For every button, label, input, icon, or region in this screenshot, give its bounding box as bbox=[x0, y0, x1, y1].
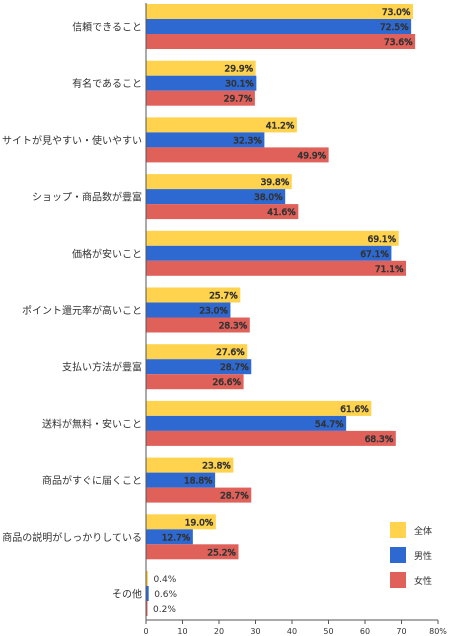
category-label: その他 bbox=[112, 588, 142, 601]
bar-male bbox=[146, 75, 257, 91]
legend-label: 全体 bbox=[414, 525, 432, 537]
legend-swatch-male bbox=[390, 547, 406, 563]
bar-female bbox=[146, 430, 396, 446]
bar-female bbox=[146, 544, 239, 560]
bar-female bbox=[146, 601, 148, 616]
value-label: 39.8% bbox=[261, 178, 290, 188]
category-label: 信頼できること bbox=[72, 22, 142, 34]
value-label: 68.3% bbox=[365, 435, 394, 445]
value-label: 61.6% bbox=[340, 405, 369, 415]
value-label: 23.0% bbox=[199, 307, 228, 317]
value-label: 72.5% bbox=[380, 23, 409, 33]
value-label: 49.9% bbox=[298, 151, 327, 161]
value-label: 23.8% bbox=[202, 462, 231, 472]
legend-label: 女性 bbox=[414, 575, 432, 587]
value-label: 29.7% bbox=[224, 95, 253, 105]
category-label: 価格が安いこと bbox=[72, 247, 142, 260]
value-label: 32.3% bbox=[233, 136, 262, 146]
x-tick-label: 40 bbox=[287, 627, 297, 636]
legend-swatch-female bbox=[390, 572, 406, 588]
bar-all bbox=[146, 4, 413, 19]
bar-all bbox=[146, 457, 234, 473]
bar-male bbox=[146, 529, 193, 545]
value-label: 28.7% bbox=[220, 492, 249, 502]
bar-male bbox=[146, 359, 252, 375]
value-label: 25.7% bbox=[209, 292, 238, 302]
value-label: 30.1% bbox=[225, 80, 254, 90]
category-label: 有名であること bbox=[72, 77, 142, 90]
category-label: 支払い方法が豊富 bbox=[62, 361, 142, 374]
value-label: 28.3% bbox=[219, 322, 248, 332]
x-tick-label: 30 bbox=[250, 627, 260, 636]
bar-all bbox=[146, 117, 297, 133]
bar-all bbox=[146, 400, 372, 416]
category-label: 商品の説明がしっかりしている bbox=[2, 531, 142, 544]
bar-all bbox=[146, 287, 241, 303]
bar-female bbox=[146, 34, 416, 49]
category-label: ショップ・商品数が豊富 bbox=[32, 191, 142, 204]
bar-all bbox=[146, 230, 399, 246]
value-label: 41.2% bbox=[266, 121, 295, 131]
x-tick-label: 20 bbox=[214, 627, 224, 636]
value-label: 26.6% bbox=[212, 378, 241, 388]
legend-label: 男性 bbox=[414, 550, 432, 562]
value-label: 29.9% bbox=[225, 65, 254, 75]
value-label: 54.7% bbox=[315, 420, 344, 430]
category-label: サイトが見やすい・使いやすい bbox=[2, 134, 142, 147]
bar-male bbox=[146, 245, 392, 261]
bar-female bbox=[146, 147, 329, 163]
bar-male bbox=[146, 302, 231, 318]
value-label: 38.0% bbox=[254, 193, 283, 203]
bar-all bbox=[146, 571, 148, 586]
bar-male bbox=[146, 472, 216, 488]
category-label: 商品がすぐに届くこと bbox=[42, 474, 142, 487]
value-label: 12.7% bbox=[162, 533, 191, 543]
bar-female bbox=[146, 374, 244, 390]
value-label: 25.2% bbox=[207, 548, 236, 558]
x-tick-label: 70 bbox=[396, 627, 406, 636]
legend-swatch-all bbox=[390, 522, 406, 538]
bar-female bbox=[146, 317, 250, 333]
bar-female bbox=[146, 260, 407, 276]
value-label: 28.7% bbox=[220, 363, 249, 373]
value-label: 18.8% bbox=[184, 477, 213, 487]
value-label: 71.1% bbox=[375, 265, 404, 275]
bar-female bbox=[146, 90, 255, 106]
bar-male bbox=[146, 189, 286, 205]
value-label: 41.6% bbox=[267, 208, 296, 218]
bar-male bbox=[146, 415, 347, 431]
bar-male bbox=[146, 586, 149, 601]
value-label: 73.0% bbox=[382, 8, 411, 18]
value-label: 0.6% bbox=[154, 590, 177, 600]
bar-all bbox=[146, 174, 292, 190]
bar-all bbox=[146, 514, 216, 530]
x-tick-label: 80% bbox=[429, 627, 447, 636]
value-label: 67.1% bbox=[360, 250, 389, 260]
bar-all bbox=[146, 60, 256, 76]
value-label: 27.6% bbox=[216, 348, 245, 358]
value-label: 19.0% bbox=[185, 518, 214, 528]
value-label: 0.2% bbox=[153, 605, 176, 615]
category-label: 送料が無料・安いこと bbox=[42, 417, 142, 430]
bar-all bbox=[146, 344, 248, 360]
x-tick-label: 60 bbox=[360, 627, 370, 636]
bar-female bbox=[146, 204, 299, 220]
x-tick-label: 0 bbox=[143, 627, 148, 636]
category-label: ポイント還元率が高いこと bbox=[22, 304, 142, 317]
x-tick-label: 10 bbox=[177, 627, 187, 636]
value-label: 69.1% bbox=[368, 235, 397, 245]
value-label: 73.6% bbox=[384, 38, 413, 48]
x-tick-label: 50 bbox=[323, 627, 333, 636]
value-label: 0.4% bbox=[153, 575, 176, 585]
bar-female bbox=[146, 487, 252, 503]
bar-male bbox=[146, 132, 265, 148]
bar-male bbox=[146, 19, 412, 34]
